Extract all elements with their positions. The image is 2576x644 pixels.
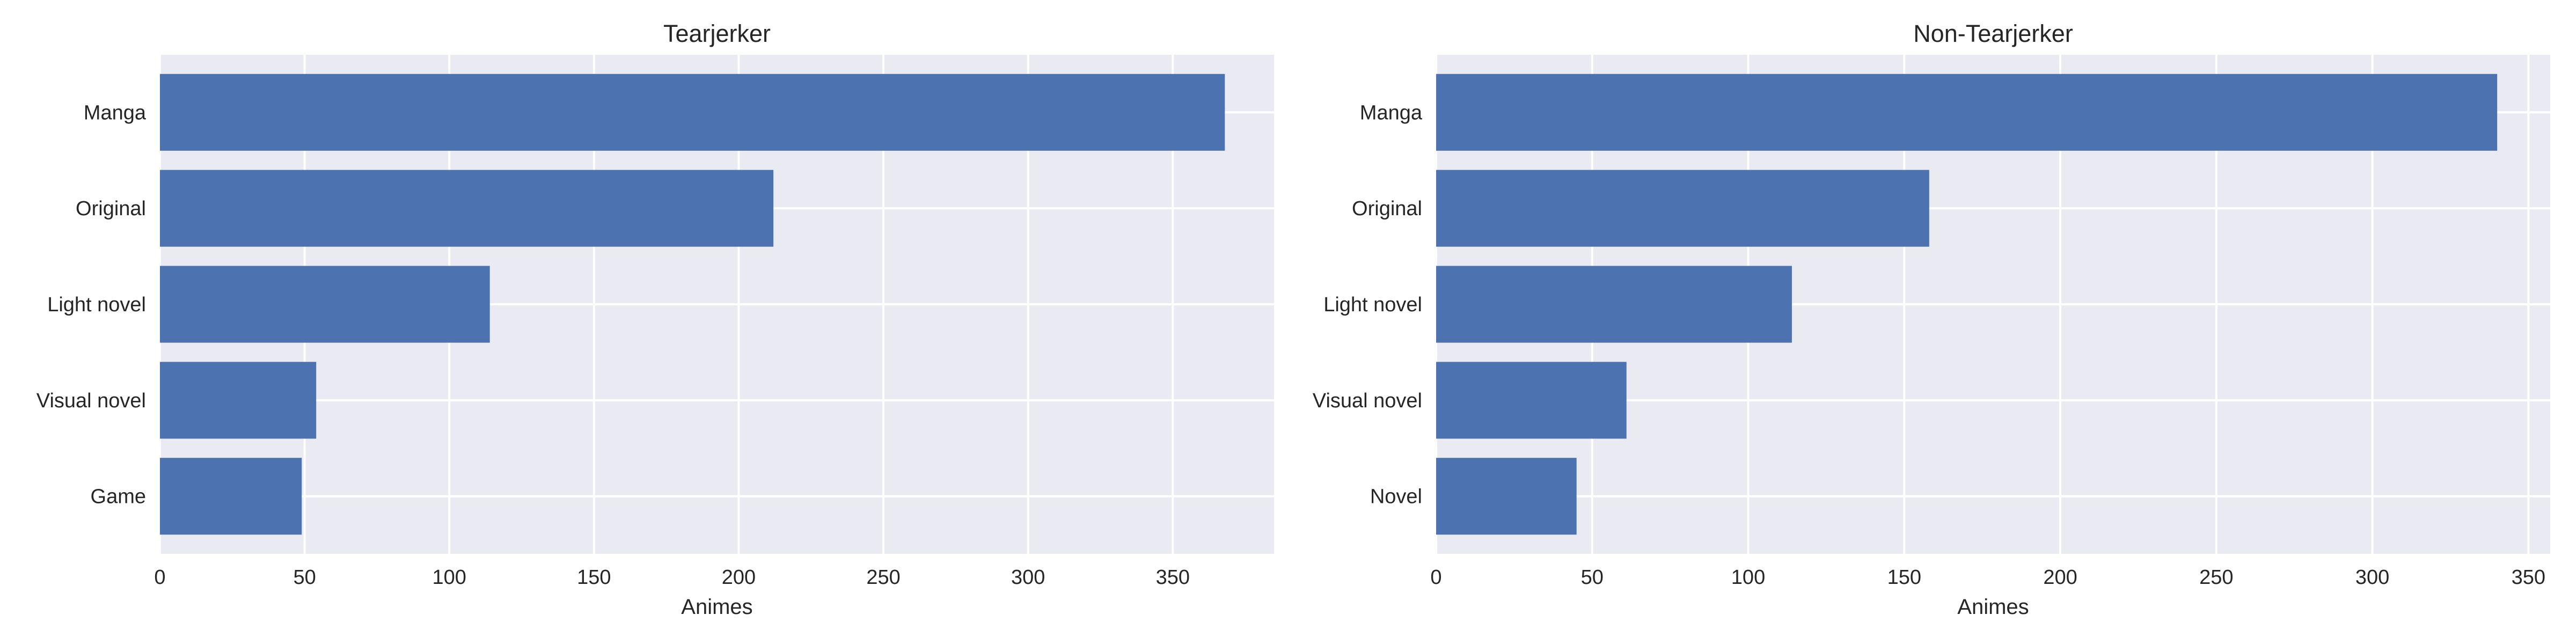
- x-axis-label: Animes: [1957, 595, 2029, 619]
- x-tick-label: 250: [2199, 566, 2233, 589]
- bars: [1436, 74, 2498, 535]
- x-tick-label: 0: [154, 566, 165, 589]
- bar-visual-novel: [1436, 362, 1627, 439]
- x-tick-label: 50: [1581, 566, 1604, 589]
- bars: [160, 74, 1225, 535]
- y-tick-label-light-novel: Light novel: [47, 294, 146, 316]
- x-tick-label: 200: [2043, 566, 2077, 589]
- y-tick-label-novel: Novel: [1370, 486, 1422, 508]
- y-tick-labels: Manga Original Light novel Visual novel Game: [36, 101, 147, 508]
- x-tick-label: 300: [1011, 566, 1045, 589]
- chart-title: Non-Tearjerker: [1913, 20, 2073, 47]
- y-tick-label-original: Original: [1352, 197, 1422, 220]
- y-tick-label-visual-novel: Visual novel: [1313, 390, 1422, 412]
- bar-manga: [1436, 74, 2498, 151]
- x-tick-labels: 0 50 100 150 200 250 300 350: [1430, 566, 2545, 589]
- y-tick-label-visual-novel: Visual novel: [36, 390, 146, 412]
- x-tick-labels: 0 50 100 150 200 250 300 350: [154, 566, 1190, 589]
- bar-visual-novel: [160, 362, 317, 439]
- bar-original: [1436, 170, 1929, 247]
- x-tick-label: 150: [577, 566, 611, 589]
- bar-light-novel: [1436, 266, 1792, 343]
- bar-novel: [1436, 458, 1577, 535]
- bar-manga: [160, 74, 1225, 151]
- bar-original: [160, 170, 774, 247]
- x-tick-label: 150: [1887, 566, 1921, 589]
- y-tick-label-game: Game: [91, 486, 146, 508]
- y-tick-label-manga: Manga: [84, 101, 147, 124]
- bar-game: [160, 458, 302, 535]
- chart-non-tearjerker: Manga Original Light novel Visual novel Nove…: [1313, 20, 2550, 619]
- y-tick-labels: Manga Original Light novel Visual novel Nove…: [1313, 101, 1423, 508]
- chart-tearjerker: Manga Original Light novel Visual novel Game…: [36, 20, 1274, 619]
- x-tick-label: 100: [433, 566, 466, 589]
- x-axis-label: Animes: [681, 595, 752, 619]
- y-tick-label-manga: Manga: [1360, 101, 1423, 124]
- x-tick-label: 350: [1156, 566, 1190, 589]
- x-tick-label: 300: [2355, 566, 2389, 589]
- x-tick-label: 0: [1430, 566, 1441, 589]
- bar-light-novel: [160, 266, 490, 343]
- x-tick-label: 100: [1731, 566, 1765, 589]
- y-tick-label-light-novel: Light novel: [1323, 294, 1422, 316]
- x-tick-label: 200: [722, 566, 756, 589]
- chart-title: Tearjerker: [663, 20, 771, 47]
- x-tick-label: 350: [2512, 566, 2545, 589]
- x-tick-label: 50: [293, 566, 316, 589]
- x-tick-label: 250: [866, 566, 900, 589]
- y-tick-label-original: Original: [76, 197, 146, 220]
